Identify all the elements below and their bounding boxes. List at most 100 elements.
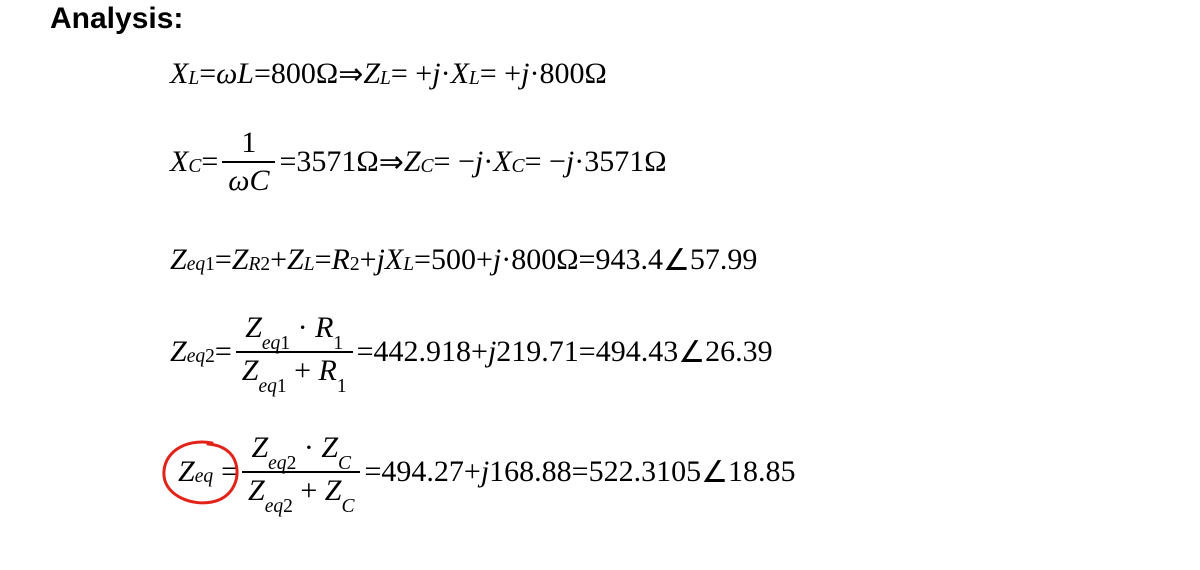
sym: j [432,57,440,91]
fraction-num: Zeq1 · R1 [239,312,349,349]
txt: = [199,57,216,91]
sym: j [475,145,483,179]
unit: Ω [316,57,338,91]
fraction-den: Zeq2 + ZC [242,475,360,512]
txt: + [464,455,481,489]
sub: eq [258,376,276,397]
dot: · [483,145,493,179]
sym: Z [251,431,268,464]
arrow-icon: ⇒ [338,57,363,92]
fraction-num: Zeq2 · ZC [245,432,357,469]
txt: + [471,335,488,369]
unit: Ω [556,243,578,277]
sub: C [341,496,354,517]
txt: = [254,57,271,91]
sub: eq [268,453,286,474]
fraction: 1 ωC [222,127,275,198]
sub: eq [187,254,205,276]
val: 500 [431,243,476,277]
txt: = [201,145,218,179]
equation-line-2: XC = 1 ωC = 3571Ω ⇒ ZC = − j · XC = − j … [170,130,667,194]
txt: = [414,243,431,277]
val: 168.88 [489,455,572,489]
sym: Z [325,474,342,507]
sym: j [566,145,574,179]
txt: + [270,243,287,277]
dot: · [501,243,511,277]
sym: Z [363,57,380,91]
txt: = − [434,145,475,179]
fraction-den: Zeq1 + R1 [236,355,353,392]
sub: 1 [280,333,290,354]
equation-line-1: XL = ωL = 800Ω ⇒ ZL = + j · XL = + j · 8… [170,42,607,106]
txt: = [357,335,374,369]
sym: ω [228,164,249,197]
sub: C [512,156,525,178]
txt: + [476,243,493,277]
sub: 2 [283,496,293,517]
unit: Ω [644,145,666,179]
val: 442.918 [374,335,472,369]
sub: eq [195,466,213,488]
sym: X [451,57,469,91]
txt: = + [480,57,521,91]
val: 494.43 [596,335,679,369]
fraction-num: 1 [235,127,262,159]
angle-icon: ∠ [701,455,728,490]
equation-line-5: Zeq = Zeq2 · ZC Zeq2 + ZC = 494.27 + j16… [170,440,796,504]
sym: Z [170,335,187,369]
sub: L [304,254,315,276]
txt: = [215,335,232,369]
sub: eq [262,333,280,354]
sub: 1 [333,333,343,354]
val: 800 [271,57,316,91]
txt: = [579,243,596,277]
angle-icon: ∠ [663,243,690,278]
sym: Z [404,145,421,179]
sym: ωL [216,57,254,91]
sub: L [380,68,391,90]
sym: Z [245,311,262,344]
sym: j [493,243,501,277]
unit: Ω [356,145,378,179]
val: 943.4 [595,243,663,277]
sub: C [338,453,351,474]
sym: Z [170,243,187,277]
sym: R [315,311,333,344]
sub: 1 [337,376,347,397]
val: 3571 [296,145,356,179]
val: 800 [539,57,584,91]
fraction-den: ωC [222,165,275,197]
sym: C [249,164,269,197]
sym: X [170,145,188,179]
dot: · [441,57,451,91]
sym: Z [242,354,259,387]
sym: X [170,57,188,91]
dot: · [298,311,308,344]
val: 18.85 [728,455,796,489]
txt: + [300,474,324,507]
analysis-header: Analysis: [50,2,183,36]
txt: = − [525,145,566,179]
sub: 1 [205,254,215,276]
val: 3571 [584,145,644,179]
fraction: Zeq1 · R1 Zeq1 + R1 [236,312,353,392]
val: 522.3105 [589,455,702,489]
unit: Ω [584,57,606,91]
sub: 2 [260,254,270,276]
txt: + [360,243,377,277]
sub: 1 [277,376,287,397]
sym: jX [377,243,404,277]
txt: = [364,455,381,489]
sub: eq [265,496,283,517]
txt: + [294,354,318,387]
txt: = [572,455,589,489]
dot: · [574,145,584,179]
dot: · [304,431,314,464]
sub: L [469,68,480,90]
val: 57.99 [690,243,758,277]
sym: j [481,455,489,489]
txt: = [315,243,332,277]
sym: j [488,335,496,369]
equation-line-4: Zeq2 = Zeq1 · R1 Zeq1 + R1 = 442.918 + j… [170,320,773,384]
